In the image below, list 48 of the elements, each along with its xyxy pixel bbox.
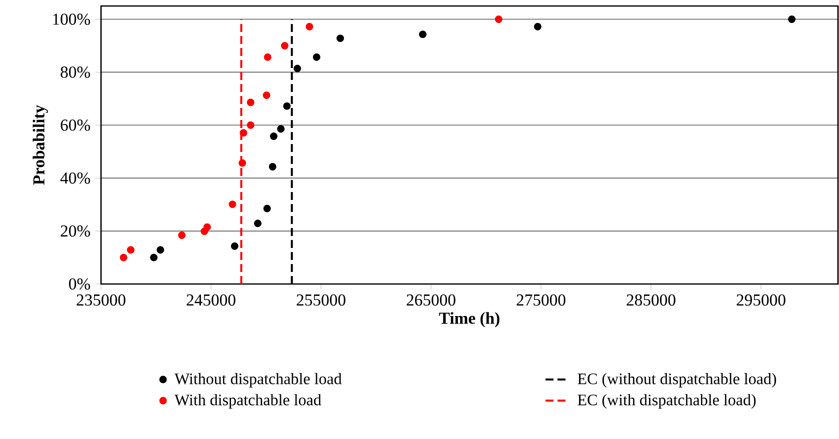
point	[228, 200, 236, 208]
y-tick-label: 40%	[60, 172, 90, 184]
x-tick-label: 235000	[76, 294, 126, 306]
point	[294, 64, 302, 72]
point	[419, 30, 426, 38]
point	[494, 15, 502, 23]
point	[120, 254, 128, 262]
x-tick-label: 245000	[186, 294, 236, 306]
point	[238, 159, 246, 167]
x-axis-title: Time (h)	[439, 312, 500, 328]
point	[156, 246, 164, 254]
point	[203, 223, 211, 231]
y-tick-label: 0%	[69, 278, 90, 290]
point	[150, 254, 158, 262]
y-tick-label: 20%	[60, 225, 90, 237]
y-tick-label: 60%	[60, 119, 90, 131]
y-tick-label: 80%	[60, 66, 90, 78]
point	[268, 162, 276, 170]
point	[312, 53, 320, 61]
point	[534, 22, 542, 30]
point	[246, 121, 254, 129]
point	[270, 132, 278, 140]
point	[246, 98, 254, 106]
point	[230, 242, 238, 250]
point	[280, 42, 288, 50]
legend-label: With dispatchable load	[174, 394, 322, 409]
point	[264, 53, 272, 61]
point	[306, 22, 314, 30]
point	[178, 232, 186, 240]
point	[283, 102, 291, 110]
x-tick-label: 275000	[516, 294, 566, 306]
x-tick-label: 285000	[626, 294, 676, 306]
point	[240, 129, 248, 137]
x-tick-label: 265000	[406, 294, 456, 306]
y-tick-label: 100%	[53, 14, 90, 25]
point	[277, 125, 285, 133]
point	[788, 15, 796, 23]
point	[254, 220, 262, 228]
legend-label: EC (without dispatchable load)	[578, 372, 776, 388]
point	[336, 34, 344, 42]
legend-label: Without dispatchable load	[174, 372, 342, 388]
point	[262, 91, 270, 99]
point	[263, 204, 271, 212]
legend-label: EC (with dispatchable load)	[578, 394, 756, 409]
point	[126, 246, 134, 254]
x-tick-label: 295000	[736, 294, 786, 306]
y-axis-title: Probability	[32, 105, 48, 185]
x-tick-label: 255000	[296, 294, 346, 306]
